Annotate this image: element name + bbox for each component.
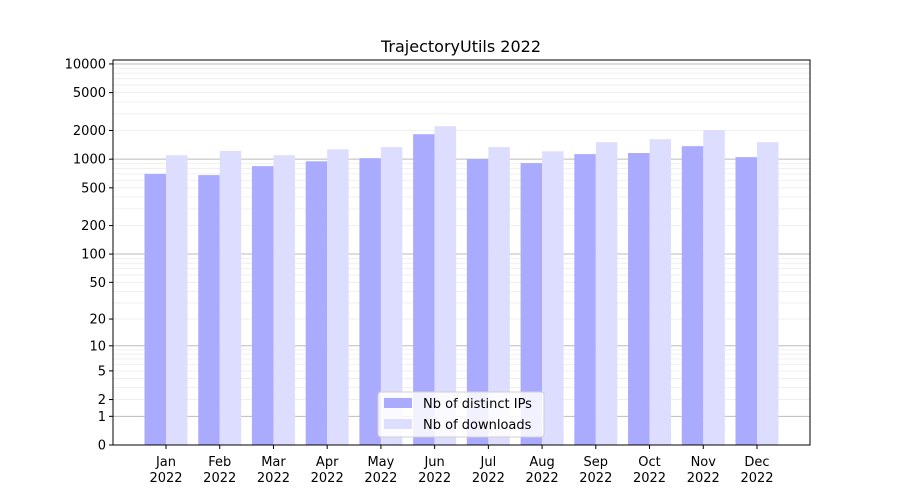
bar-distinct-ips [735,157,757,445]
legend-swatch [384,398,412,408]
x-tick-label: Jun 2022 [418,455,451,486]
bar-distinct-ips [413,134,435,445]
bar-distinct-ips [520,163,543,445]
y-tick-label: 2 [98,393,106,408]
y-tick-label: 10 [89,339,106,354]
bar-distinct-ips [359,158,381,445]
legend-swatch [384,419,412,429]
bar-downloads [757,142,779,445]
y-tick-label: 1000 [73,153,106,168]
bar-distinct-ips [628,153,650,445]
x-tick-label: Jan 2022 [149,455,182,486]
bar-distinct-ips [305,161,328,445]
legend-box [377,391,545,438]
x-tick-label: Aug 2022 [526,455,559,486]
y-tick-label: 200 [81,219,106,234]
y-tick-label: 5 [98,364,106,379]
y-tick-label: 1 [98,410,106,425]
x-tick-label: Oct 2022 [633,455,666,486]
x-tick-label: Feb 2022 [203,455,236,486]
bar-distinct-ips [144,173,166,445]
chart-title: TrajectoryUtils 2022 [380,37,541,56]
bar-distinct-ips [574,154,596,446]
bar-distinct-ips [681,146,704,446]
bar-downloads [488,147,510,446]
y-tick-label: 20 [89,313,106,328]
bar-downloads [219,150,242,445]
bar-downloads [703,130,725,445]
y-tick-label: 500 [81,181,106,196]
bar-downloads [380,147,403,446]
bar-downloads [542,151,564,445]
x-tick-label: Jul 2022 [472,455,505,486]
bar-downloads [273,155,295,445]
bar-downloads [166,155,188,445]
bar-downloads [595,142,618,445]
bar-distinct-ips [251,166,274,446]
legend-label: Nb of downloads [423,418,532,433]
x-tick-label: Nov 2022 [687,455,720,486]
bar-downloads [434,126,457,446]
bar-downloads [649,139,672,446]
legend-label: Nb of distinct IPs [423,397,532,412]
x-tick-label: Apr 2022 [311,455,344,486]
y-tick-label: 100 [81,248,106,263]
y-tick-label: 2000 [73,124,106,139]
bar-distinct-ips [466,159,489,445]
bar-distinct-ips [198,175,220,446]
y-tick-label: 0 [98,439,106,454]
bars [144,126,779,446]
x-tick-label: Dec 2022 [740,455,773,486]
legend: Nb of distinct IPs Nb of downloads [377,391,545,438]
x-tick-label: May 2022 [364,455,397,486]
plot-frame [112,59,811,446]
x-tick-label: Sep 2022 [579,455,612,486]
y-tick-label: 5000 [73,86,106,101]
y-tick-label: 50 [89,276,106,291]
y-tick-label: 10000 [65,57,106,72]
axes: 0 1 2 5 10 20 50 100 200 500 1000 2000 5000 10000 Jan 2… [65,57,811,486]
x-tick-label: Mar 2022 [257,455,290,486]
bar-downloads [327,149,349,445]
